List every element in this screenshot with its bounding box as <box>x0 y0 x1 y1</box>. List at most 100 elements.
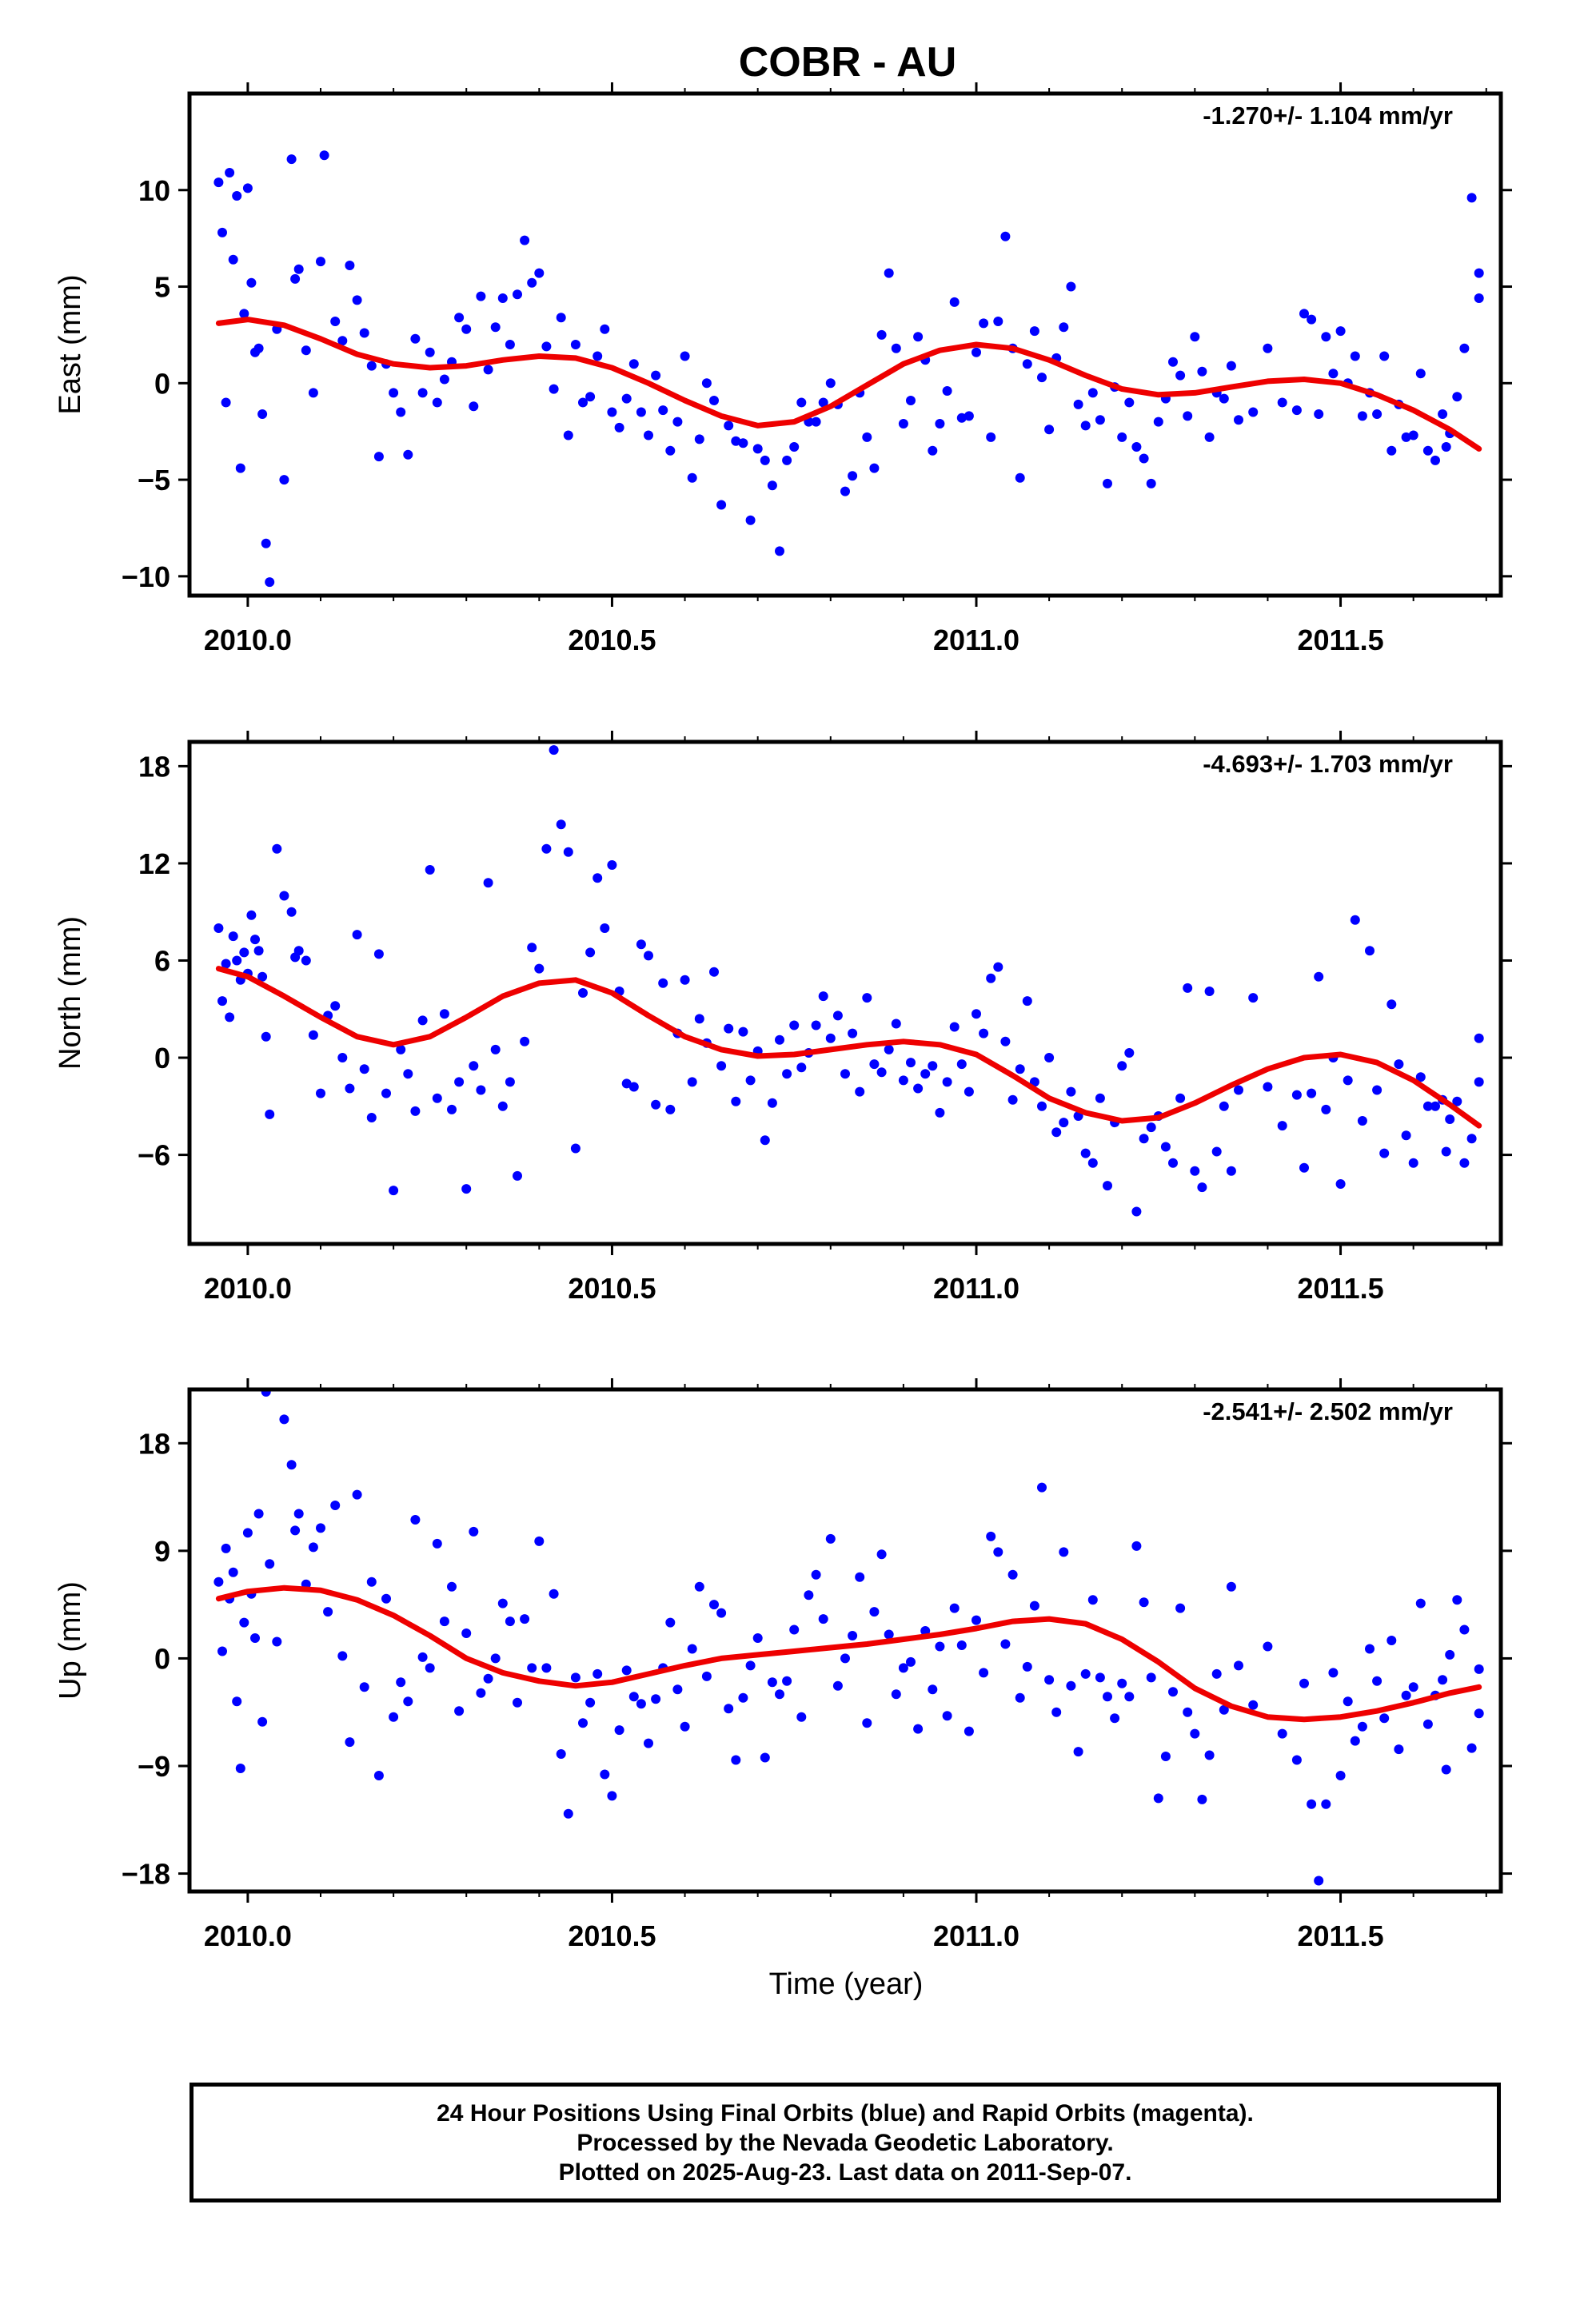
up-data-point <box>221 1543 231 1553</box>
north-data-point <box>775 1034 784 1045</box>
up-data-point <box>607 1791 617 1801</box>
north-data-point <box>1124 1048 1135 1058</box>
up-data-point <box>1445 1649 1455 1660</box>
east-data-point <box>1248 407 1259 417</box>
up-data-point <box>876 1549 887 1560</box>
east-data-point <box>1175 370 1186 381</box>
up-data-point <box>330 1501 341 1510</box>
east-data-point <box>1131 442 1142 452</box>
up-data-point <box>1328 1668 1339 1678</box>
north-data-point <box>396 1044 406 1054</box>
up-data-point <box>848 1631 858 1640</box>
north-data-point <box>585 947 596 958</box>
east-data-point <box>1000 231 1011 241</box>
north-points <box>213 745 1484 1217</box>
north-data-point <box>1357 1116 1367 1126</box>
east-data-point <box>658 405 668 416</box>
east-data-point <box>869 463 880 473</box>
east-data-point <box>752 444 763 454</box>
east-data-point <box>1183 411 1193 421</box>
up-data-point <box>1139 1597 1149 1608</box>
east-data-point <box>680 351 690 361</box>
up-data-point <box>956 1640 967 1650</box>
up-data-point <box>811 1569 821 1580</box>
up-data-point <box>373 1771 384 1780</box>
north-panel: 2010.0 2010.5 2011.0 2011.5 −6 0 6 12 18 North (m… <box>54 731 1512 1305</box>
north-data-point <box>257 971 268 982</box>
up-data-point <box>585 1697 596 1708</box>
north-data-point <box>1234 1085 1243 1095</box>
north-data-point <box>1379 1148 1390 1158</box>
north-y-tick-label: 12 <box>138 847 170 880</box>
up-data-point <box>1211 1668 1222 1679</box>
east-x-tick-label: 2010.5 <box>568 624 656 656</box>
up-data-point <box>600 1769 610 1780</box>
north-data-point <box>738 1026 748 1037</box>
north-data-point <box>1160 1142 1171 1152</box>
up-data-point <box>337 1651 348 1661</box>
east-data-point <box>1095 415 1105 425</box>
up-data-point <box>1314 1876 1324 1886</box>
north-data-point <box>956 1059 967 1070</box>
north-data-point <box>651 1099 661 1110</box>
up-data-point <box>323 1607 333 1617</box>
east-data-point <box>1379 351 1390 361</box>
east-data-point <box>1124 397 1135 408</box>
up-data-point <box>534 1536 545 1546</box>
up-data-point <box>972 1615 981 1625</box>
figure-title: COBR - AU <box>739 39 957 86</box>
north-data-point <box>1343 1075 1353 1086</box>
up-data-point <box>1299 1678 1309 1688</box>
north-data-point <box>483 878 493 888</box>
up-data-point <box>432 1538 442 1549</box>
east-data-point <box>1197 366 1207 377</box>
east-data-point <box>293 264 304 274</box>
north-data-point <box>716 1061 727 1071</box>
east-y-axis-title: East (mm) <box>54 274 87 414</box>
up-rate-label: -2.541+/- 2.502 mm/yr <box>1203 1397 1453 1425</box>
up-data-point <box>1321 1799 1331 1809</box>
east-data-point <box>319 150 329 161</box>
east-data-point <box>775 546 784 556</box>
north-data-point <box>687 1077 697 1087</box>
up-data-point <box>724 1704 734 1714</box>
east-data-point <box>246 277 257 288</box>
east-data-point <box>825 378 836 389</box>
up-data-point <box>621 1665 632 1676</box>
up-data-point <box>672 1684 683 1695</box>
east-data-point <box>1314 409 1324 419</box>
north-data-point <box>694 1014 704 1024</box>
up-frame <box>187 1387 1503 1894</box>
up-data-point <box>1248 1700 1259 1710</box>
up-data-point <box>239 1617 249 1628</box>
up-data-point <box>644 1738 653 1748</box>
north-data-point <box>293 946 304 956</box>
up-data-point <box>381 1593 391 1604</box>
east-data-point <box>1386 445 1397 456</box>
north-data-point <box>942 1077 952 1087</box>
north-data-point <box>425 865 435 875</box>
north-data-point <box>1015 1064 1025 1074</box>
up-data-point <box>556 1749 566 1759</box>
north-data-point <box>381 1088 391 1098</box>
east-data-point <box>906 396 916 405</box>
up-data-point <box>1335 1771 1346 1780</box>
north-data-point <box>308 1030 318 1040</box>
up-data-point <box>1175 1603 1186 1613</box>
north-data-point <box>767 1098 777 1108</box>
up-data-point <box>1234 1660 1243 1671</box>
east-data-point <box>1415 369 1426 379</box>
up-data-point <box>228 1567 238 1577</box>
up-data-point <box>1343 1696 1353 1707</box>
up-data-point <box>279 1414 289 1425</box>
up-data-point <box>825 1533 836 1544</box>
up-data-point <box>403 1696 413 1707</box>
north-data-point <box>1350 915 1360 925</box>
north-data-point <box>417 1015 428 1026</box>
north-data-point <box>1051 1127 1062 1138</box>
north-data-point <box>1263 1082 1273 1092</box>
up-data-point <box>1291 1755 1302 1765</box>
east-data-point <box>1441 442 1451 452</box>
